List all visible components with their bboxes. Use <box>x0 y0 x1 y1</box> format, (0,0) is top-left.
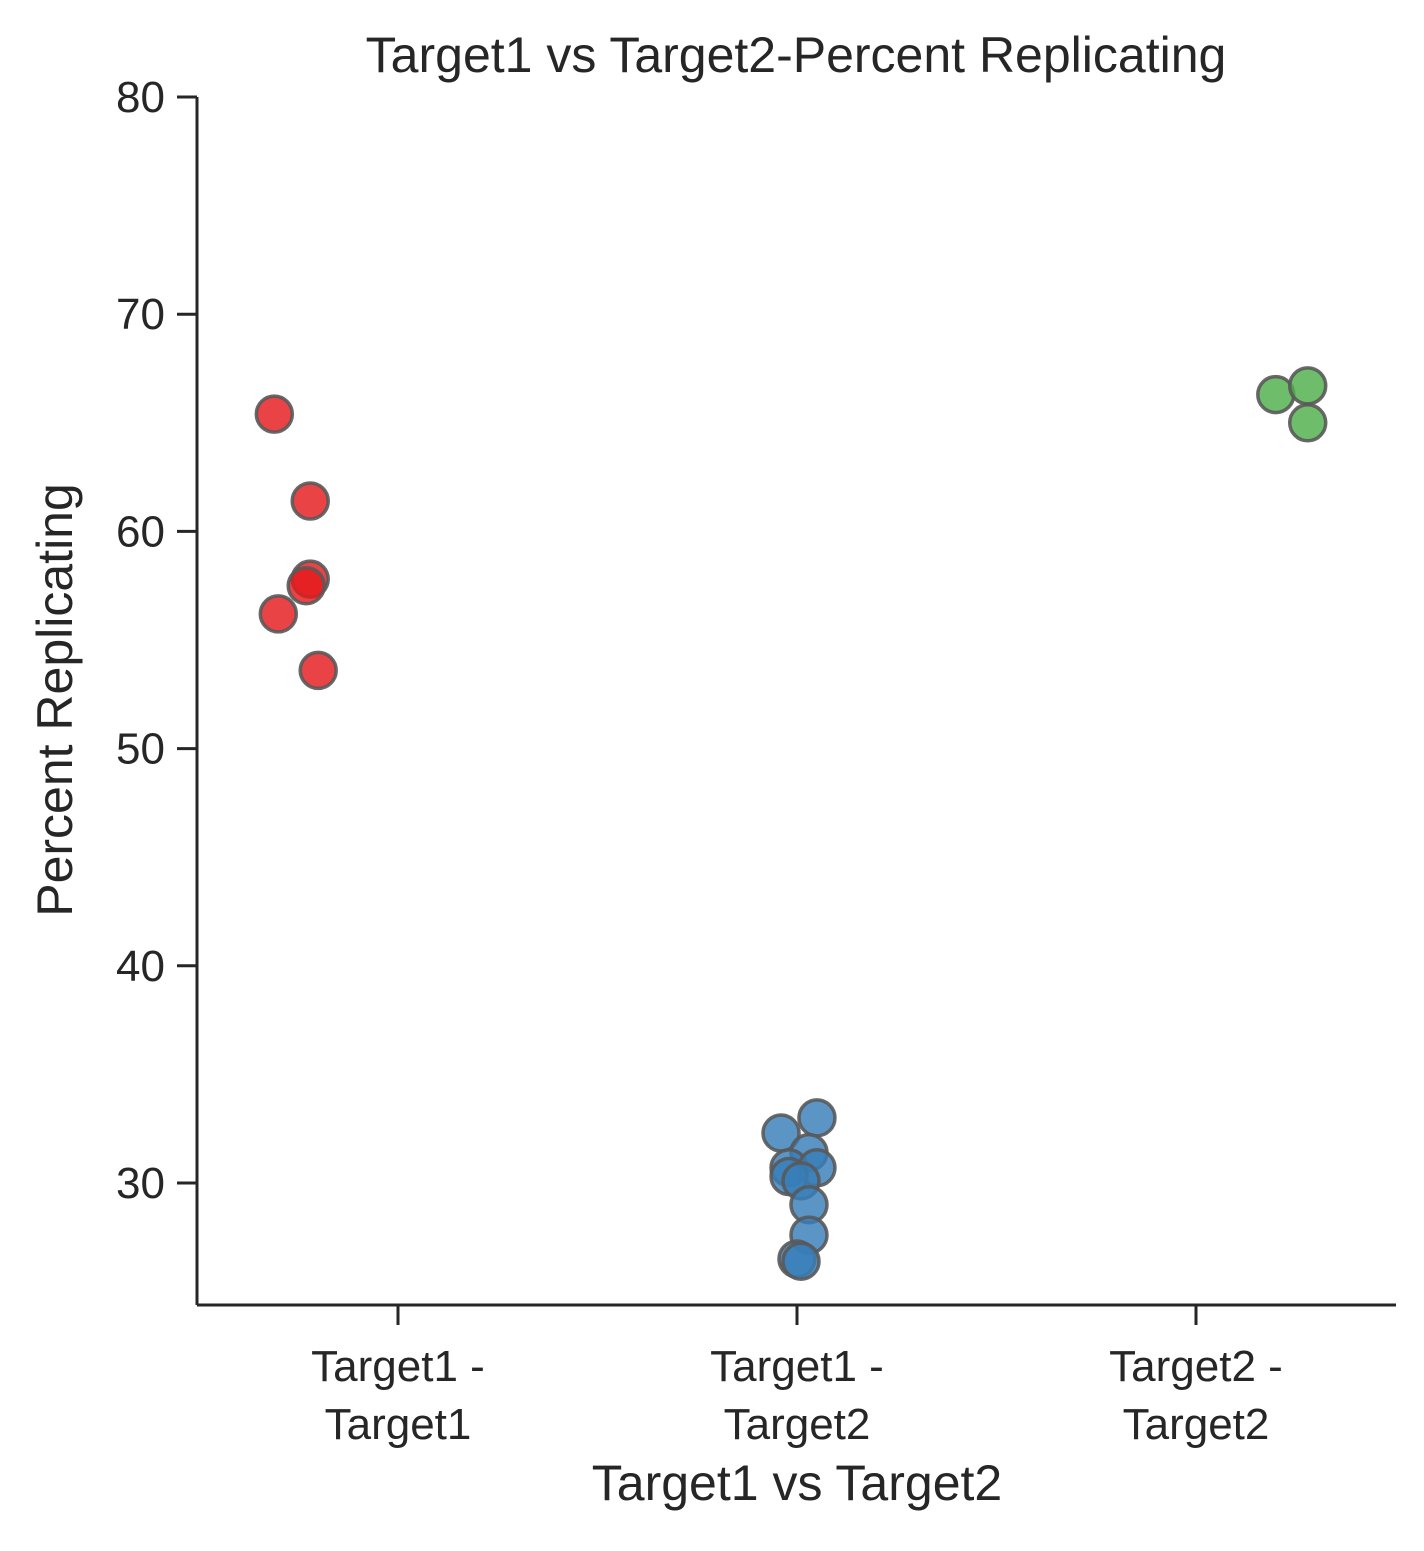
scatter-point <box>1287 366 1328 406</box>
x-tick-label-line: Target1 <box>325 1400 472 1449</box>
x-tick-label-line: Target2 <box>1123 1400 1270 1449</box>
scatter-point <box>290 481 330 521</box>
x-tick-label: Target1 - Target1 <box>311 1342 485 1449</box>
scatter-point <box>781 1241 821 1281</box>
scatter-point <box>258 594 299 634</box>
x-tick-label: Target2 - Target2 <box>1109 1342 1283 1449</box>
y-tick-label: 70 <box>116 290 165 339</box>
y-tick-label: 30 <box>116 1159 165 1208</box>
x-tick-label-line: Target2 <box>724 1400 871 1449</box>
scatter-point <box>298 650 338 691</box>
x-tick-label: Target1 - Target2 <box>710 1342 884 1449</box>
y-axis: 30 40 50 60 70 80 <box>116 73 197 1208</box>
x-tick-label-line: Target1 - <box>710 1342 884 1391</box>
scatter-point <box>1287 403 1328 443</box>
x-tick-label-line: Target1 - <box>311 1342 485 1391</box>
y-axis-title: Percent Replicating <box>27 483 83 917</box>
chart-title: Target1 vs Target2-Percent Replicating <box>366 27 1227 83</box>
scatter-point <box>286 565 326 606</box>
y-tick-label: 80 <box>116 73 165 122</box>
scatter-point <box>254 394 295 434</box>
x-axis-title: Target1 vs Target2 <box>592 1455 1002 1511</box>
y-tick-label: 40 <box>116 942 165 991</box>
y-tick-label: 60 <box>116 507 165 556</box>
scatter-point <box>797 1098 837 1138</box>
x-tick-label-line: Target2 - <box>1109 1342 1283 1391</box>
y-tick-label: 50 <box>116 725 165 774</box>
points-layer <box>254 366 1328 1281</box>
